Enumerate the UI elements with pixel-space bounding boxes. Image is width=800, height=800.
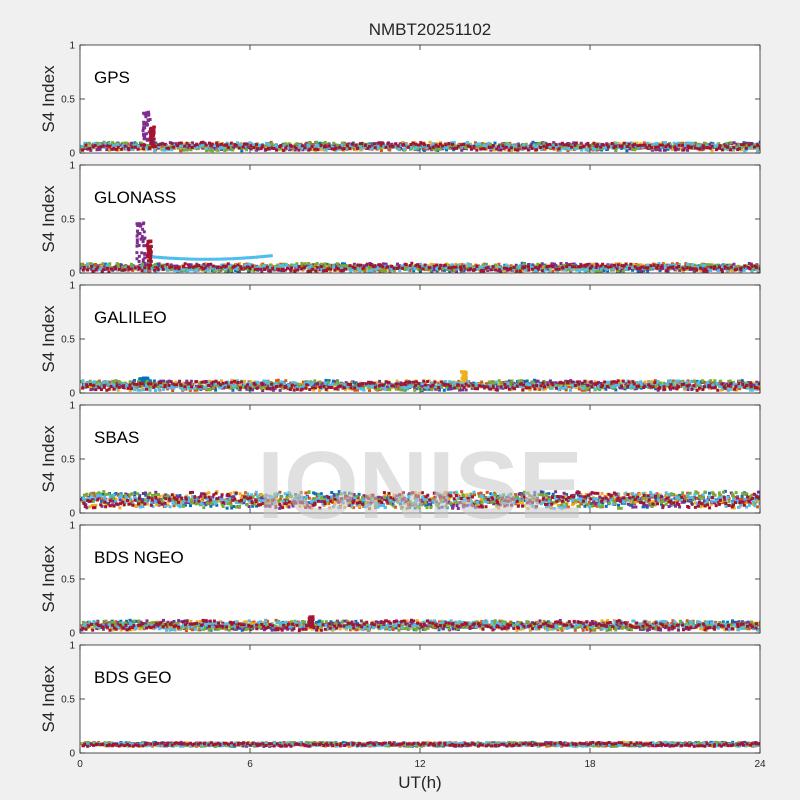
y-tick-label: 1 (69, 281, 75, 292)
x-tick-label: 6 (247, 759, 253, 770)
series-7-points (81, 379, 760, 392)
y-tick-label: 1 (69, 521, 75, 532)
panel-bds-ngeo: 0 0.5 1 S4 Index BDS NGEO (39, 521, 761, 640)
y-tick-label: 0.5 (61, 215, 75, 226)
series-points (80, 221, 760, 273)
panel-label: GLONASS (94, 188, 176, 207)
series-points (80, 110, 760, 153)
panel-label: BDS NGEO (94, 548, 184, 567)
axes-background (80, 645, 760, 753)
y-tick-label: 1 (69, 41, 75, 52)
series-7-points (81, 615, 760, 633)
panel-galileo: 0 0.5 1 S4 Index GALILEO (39, 281, 761, 400)
x-tick-label: 18 (584, 759, 596, 770)
series-points (80, 370, 760, 393)
series-7-points (81, 125, 760, 152)
y-axis-label: S4 Index (39, 305, 58, 373)
panel-label: GPS (94, 68, 130, 87)
panel-glonass: 0 0.5 1 S4 Index GLONASS (39, 161, 761, 280)
panel-label: SBAS (94, 428, 139, 447)
x-tick-label: 24 (754, 759, 766, 770)
axes-background (80, 285, 760, 393)
y-axis-label: S4 Index (39, 65, 58, 133)
y-tick-label: 0 (69, 149, 75, 160)
x-tick-label: 12 (414, 759, 426, 770)
watermark: IONISE (257, 432, 582, 539)
series-points (80, 615, 760, 633)
panel-gps: 0 0.5 1 S4 Index GPS (39, 41, 761, 160)
panel-label: BDS GEO (94, 668, 171, 687)
y-tick-label: 0.5 (61, 455, 75, 466)
panels-group: 0 0.5 1 S4 Index GPS 0 0.5 1 S4 Index GLONASS 0 0.5… (39, 41, 766, 771)
y-tick-label: 1 (69, 401, 75, 412)
axes-background (80, 525, 760, 633)
y-tick-label: 0.5 (61, 335, 75, 346)
axes-background (80, 45, 760, 153)
panel-label: GALILEO (94, 308, 167, 327)
y-axis-label: S4 Index (39, 425, 58, 493)
series-7-points (82, 490, 760, 510)
y-tick-label: 1 (69, 161, 75, 172)
chart-title: NMBT20251102 (369, 20, 492, 39)
panel-bds-geo: 0 0.5 1 0 6 12 18 24 S4 Index BDS GEO (39, 641, 766, 771)
series-points (80, 740, 760, 748)
y-axis-label: S4 Index (39, 665, 58, 733)
series-7-points (81, 239, 760, 273)
y-axis-label: S4 Index (39, 545, 58, 613)
y-tick-label: 0.5 (61, 695, 75, 706)
y-tick-label: 0.5 (61, 575, 75, 586)
y-tick-label: 0 (69, 749, 75, 760)
axes-background (80, 165, 760, 273)
y-tick-label: 0 (69, 509, 75, 520)
x-tick-label: 0 (77, 759, 83, 770)
y-tick-label: 1 (69, 641, 75, 652)
series-points (80, 489, 760, 511)
y-axis-label: S4 Index (39, 185, 58, 253)
y-tick-label: 0 (69, 269, 75, 280)
y-tick-label: 0 (69, 389, 75, 400)
panel-sbas: 0 0.5 1 S4 Index SBAS (39, 401, 761, 520)
x-axis-label: UT(h) (398, 773, 441, 792)
y-tick-label: 0 (69, 629, 75, 640)
series-7-points (81, 740, 760, 748)
y-tick-label: 0.5 (61, 95, 75, 106)
